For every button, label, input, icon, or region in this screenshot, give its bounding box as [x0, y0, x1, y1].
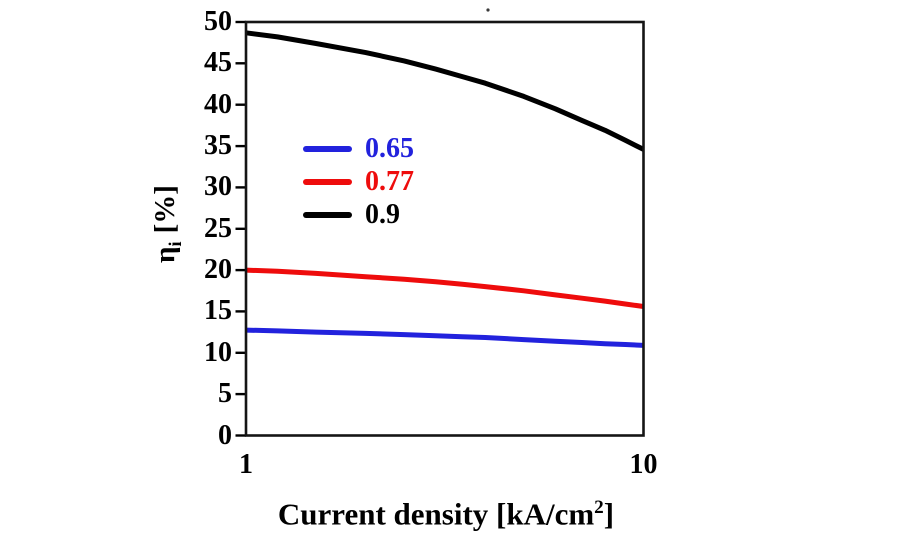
legend-item-077: 0.77 [303, 165, 414, 198]
series-line-09 [245, 30, 645, 152]
y-axis-tick-label: 25 [204, 212, 232, 244]
legend-label-065: 0.65 [365, 132, 414, 164]
legend-line-swatch-065 [303, 145, 352, 152]
y-axis-tick-label: 40 [204, 88, 232, 120]
y-axis-tick-label: 15 [204, 295, 232, 327]
x-axis-title-superscript: 2 [594, 497, 604, 518]
legend-label-09: 0.9 [365, 198, 400, 230]
legend: 0.65 0.77 0.9 [303, 132, 414, 231]
x-axis-tick-label: 1 [239, 449, 253, 480]
y-axis-tick-label: 50 [204, 6, 232, 37]
y-axis-tick-label: 5 [218, 378, 232, 410]
y-axis-tick-label: 45 [204, 47, 232, 79]
y-axis-title: ηi [%] [149, 185, 191, 263]
y-axis-subscript: i [164, 241, 185, 247]
plot-border [244, 20, 645, 437]
x-axis-tick-label: 10 [629, 449, 658, 480]
y-axis-tick-label: 30 [204, 171, 232, 203]
legend-line-swatch-09 [303, 211, 352, 218]
legend-item-065: 0.65 [303, 132, 414, 165]
y-axis-symbol: η [149, 246, 182, 263]
stray-dot [486, 8, 490, 12]
y-axis-unit: [%] [149, 185, 182, 234]
y-axis-tick-label: 10 [204, 336, 232, 368]
x-axis-title: Current density [kA/cm2] [278, 490, 614, 532]
legend-line-swatch-077 [303, 178, 352, 185]
series-line-065 [245, 327, 644, 348]
y-axis-tick-label: 35 [204, 130, 232, 162]
legend-label-077: 0.77 [365, 165, 414, 197]
y-axis-tick-label: 0 [218, 419, 232, 451]
x-axis-title-close: ] [603, 496, 615, 532]
series-line-077 [245, 267, 644, 309]
y-axis-tick-label: 20 [204, 254, 232, 286]
x-axis-title-main: Current density [kA/cm [277, 496, 595, 532]
legend-item-09: 0.9 [303, 198, 414, 231]
